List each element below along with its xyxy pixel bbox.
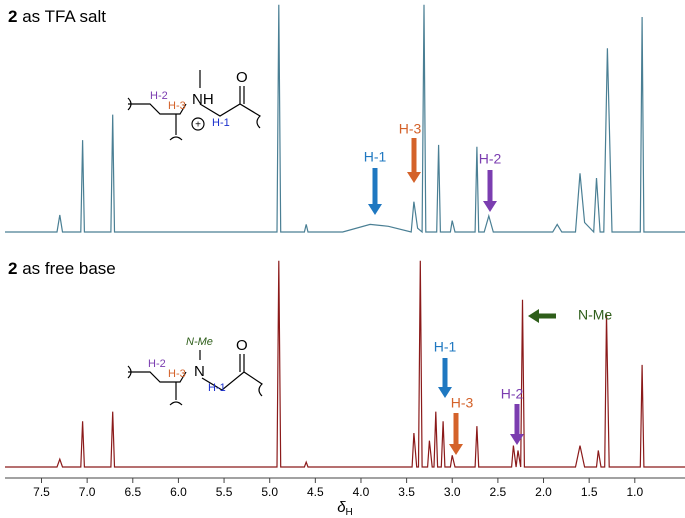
arrow-head [483,201,497,212]
arrow-head [449,444,463,455]
x-label-subscript: H [346,507,353,518]
molecule: + [127,70,261,141]
annotation: H-1 [364,149,387,165]
annotation: H-3 [399,121,422,137]
arrow-head [510,434,524,445]
x-tick-label: 7.5 [33,485,50,499]
x-tick-label: 2.5 [490,485,507,499]
title-text: as TFA salt [22,7,106,26]
structure-label: H-2 [150,90,168,102]
structure-label: O [236,69,248,86]
title-text: as free base [22,259,116,278]
x-tick-label: 6.0 [170,485,187,499]
x-tick-label: 1.5 [581,485,598,499]
structure-label: H-3 [168,368,186,380]
x-tick-label: 1.0 [626,485,643,499]
title: 2 as free base [8,259,116,278]
structure-label: N [194,363,205,380]
arrow-head [407,172,421,183]
structure-label: N-Me [186,336,213,348]
structure-label: NH [192,91,214,108]
x-tick-label: 5.0 [261,485,278,499]
title: 2 as TFA salt [8,7,106,26]
structure-label: H-3 [168,100,186,112]
molecule [127,350,263,406]
spectrum-line [5,4,685,234]
arrow-head [528,309,539,323]
title-number: 2 [8,7,17,26]
structure-label: O [236,337,248,354]
annotation: H-2 [501,386,524,402]
x-label-symbol: δ [337,499,346,516]
x-tick-label: 4.0 [353,485,370,499]
charge: + [195,120,201,131]
spectrum-line [5,260,685,468]
structure-label: H-1 [208,382,226,394]
arrow-head [368,204,382,215]
x-tick-label: 7.0 [79,485,96,499]
x-tick-label: 3.0 [444,485,461,499]
x-tick-label: 6.5 [124,485,141,499]
annotation: H-2 [479,151,502,167]
annotation: H-3 [451,395,474,411]
annotation: N-Me [578,307,612,323]
x-tick-label: 5.5 [216,485,233,499]
x-tick-label: 3.5 [398,485,415,499]
structure-label: H-2 [148,358,166,370]
x-tick-label: 4.5 [307,485,324,499]
x-axis-label: δH [337,499,353,518]
title-number: 2 [8,259,17,278]
x-tick-label: 2.0 [535,485,552,499]
structure-label: H-1 [212,117,230,129]
annotation: H-1 [434,339,457,355]
arrow-head [438,387,452,398]
